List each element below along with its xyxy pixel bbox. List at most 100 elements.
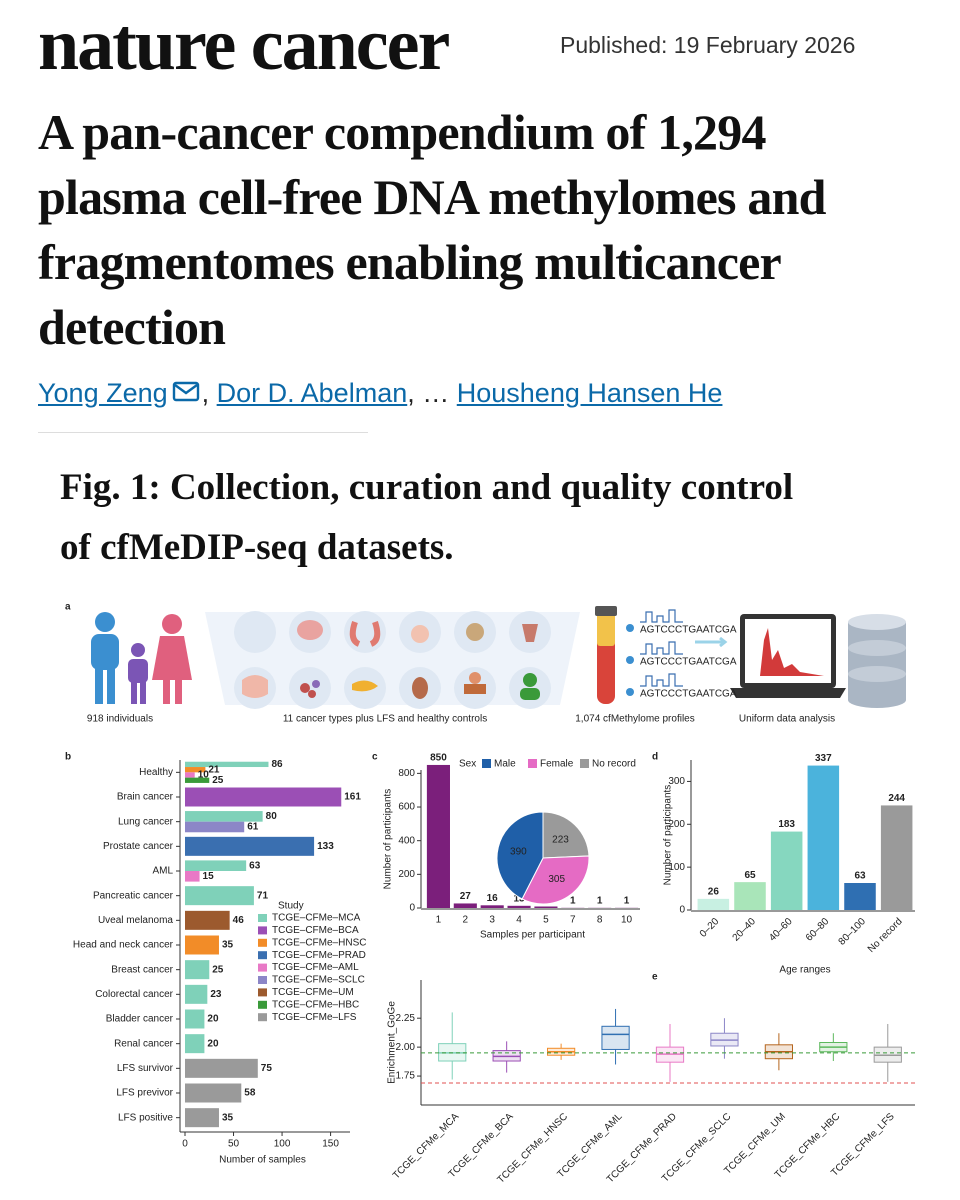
- legend-swatch: [258, 951, 267, 960]
- category-label: AML: [152, 866, 173, 877]
- x-tick-label: 0: [182, 1139, 188, 1150]
- category-label: Lung cancer: [118, 816, 174, 827]
- bar: [185, 1108, 219, 1128]
- legend-label: TCGE–CFMe–LFS: [272, 1012, 357, 1023]
- bar: [185, 1009, 205, 1029]
- legend-title: Study: [278, 901, 304, 912]
- y-tick-label: 0: [679, 905, 685, 916]
- divider: [38, 432, 368, 433]
- category-label: Bladder cancer: [106, 1014, 174, 1025]
- author-separator: , …: [407, 378, 457, 408]
- category-label: Head and neck cancer: [73, 940, 174, 951]
- mail-icon[interactable]: [172, 381, 202, 403]
- category-label: Brain cancer: [117, 792, 174, 803]
- sequence-dot: [626, 688, 634, 696]
- value-label: 25: [212, 964, 224, 975]
- bar: [185, 960, 210, 980]
- bar: [844, 883, 876, 910]
- value-label: 75: [261, 1063, 273, 1074]
- publish-date: Published: 19 February 2026: [560, 32, 856, 58]
- database-icon: [848, 614, 906, 708]
- x-axis-label: Number of samples: [219, 1155, 306, 1166]
- value-label: 337: [815, 753, 832, 764]
- sequence-icons: [640, 609, 728, 687]
- x-tick-label: 2: [463, 915, 469, 926]
- bar: [534, 906, 558, 908]
- y-tick-label: 0: [409, 903, 415, 914]
- pie-label: 223: [552, 834, 569, 845]
- value-label: 25: [212, 775, 224, 786]
- y-tick-label: 2.00: [396, 1042, 416, 1053]
- organ-icons: [234, 611, 551, 709]
- bar: [807, 765, 840, 910]
- author-separator: ,: [201, 378, 217, 408]
- value-label: 1: [570, 895, 576, 906]
- category-label: Breast cancer: [111, 964, 173, 975]
- value-label: 244: [888, 793, 905, 804]
- panel-a-caption: Uniform data analysis: [739, 714, 835, 725]
- blood-tube: [595, 606, 617, 704]
- bar: [185, 821, 245, 833]
- legend-swatch: [258, 938, 267, 947]
- x-tick-label: 0–20: [698, 916, 722, 940]
- y-tick-label: 2.25: [396, 1013, 416, 1024]
- legend-label: No record: [592, 759, 636, 770]
- sequence-text: AGTCCCTGAATCGA: [640, 657, 737, 668]
- category-label: Healthy: [139, 767, 173, 778]
- panel-a-illustration: a: [65, 602, 906, 709]
- legend-label: TCGE–CFMe–HNSC: [272, 937, 366, 948]
- bar: [697, 898, 730, 910]
- value-label: 63: [249, 860, 261, 871]
- legend-title: Sex: [459, 759, 476, 770]
- value-label: 65: [744, 870, 756, 881]
- bar: [507, 905, 531, 908]
- panel-label: c: [372, 752, 378, 763]
- legend-swatch: [482, 759, 491, 768]
- value-label: 58: [244, 1088, 256, 1099]
- legend-swatch: [258, 963, 267, 972]
- x-tick-label: 150: [322, 1139, 339, 1150]
- category-label: LFS survivor: [117, 1063, 174, 1074]
- value-label: 63: [854, 871, 866, 882]
- panel-label: b: [65, 752, 71, 763]
- legend-label: TCGE–CFMe–SCLC: [272, 975, 365, 986]
- value-label: 16: [487, 893, 499, 904]
- value-label: 71: [257, 890, 269, 901]
- y-tick-label: 200: [398, 869, 415, 880]
- bar: [185, 871, 200, 882]
- category-label: Renal cancer: [114, 1038, 174, 1049]
- panel-label: d: [652, 752, 658, 763]
- x-tick-label: 80–100: [837, 916, 869, 948]
- x-tick-label: 5: [543, 915, 549, 926]
- bar: [185, 772, 195, 778]
- bar: [770, 831, 803, 910]
- bar: [185, 811, 263, 822]
- bar: [185, 767, 206, 773]
- value-label: 1: [624, 895, 630, 906]
- bar: [426, 764, 450, 908]
- x-tick-label: 60–80: [804, 916, 832, 944]
- legend-label: Male: [494, 759, 516, 770]
- value-label: 27: [460, 891, 472, 902]
- bar: [185, 761, 269, 768]
- category-label: LFS positive: [118, 1112, 173, 1123]
- y-axis-label: Enrichment_GoGe: [387, 1001, 398, 1084]
- panel-a-caption: 1,074 cfMethylome profiles: [575, 714, 695, 725]
- x-tick-label: 4: [516, 915, 522, 926]
- author-link[interactable]: Dor D. Abelman: [216, 378, 408, 408]
- bar: [734, 882, 766, 910]
- x-tick-label: 100: [274, 1139, 291, 1150]
- pie-label: 305: [548, 874, 565, 885]
- legend-swatch: [580, 759, 589, 768]
- author-link[interactable]: Yong Zeng: [38, 378, 168, 408]
- pie-slice: [496, 811, 544, 900]
- bar: [185, 935, 219, 955]
- legend-swatch: [258, 914, 267, 922]
- y-tick-label: 400: [398, 835, 415, 846]
- bar: [453, 903, 477, 908]
- value-label: 80: [266, 811, 278, 822]
- category-label: Prostate cancer: [103, 841, 174, 852]
- author-link[interactable]: Housheng Hansen He: [456, 378, 723, 408]
- sequence-dot: [626, 656, 634, 664]
